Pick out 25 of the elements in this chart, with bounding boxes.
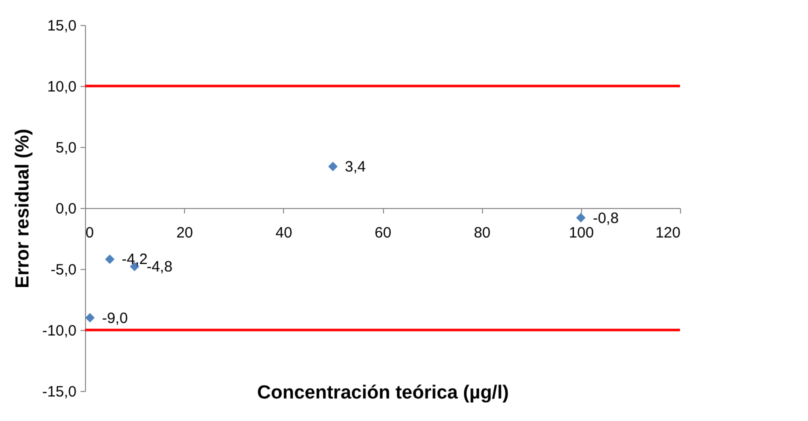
- data-label: -9,0: [102, 310, 128, 327]
- y-tick-label: -5,0: [50, 262, 76, 278]
- y-tick-label: 0,0: [56, 200, 76, 218]
- x-tick-label: 40: [275, 224, 292, 242]
- point: [576, 213, 586, 223]
- x-tick-label: 20: [176, 224, 194, 242]
- y-tick-label: 10,0: [47, 78, 76, 96]
- point: [328, 162, 338, 172]
- point: [105, 254, 115, 264]
- y-tick-label: 15,0: [47, 18, 76, 34]
- data-label: 3,4: [344, 158, 366, 176]
- point: [85, 313, 95, 323]
- y-tick-label: -10,0: [42, 322, 76, 340]
- data-label: -4,8: [146, 258, 172, 276]
- x-tick-label: 60: [374, 224, 392, 242]
- y-tick-label: 5,0: [56, 140, 76, 156]
- data-label: -0,8: [592, 210, 619, 227]
- x-tick-label: 100: [568, 224, 594, 242]
- y-tick-label: -15,0: [42, 384, 76, 400]
- data-label: -4,2: [122, 251, 148, 268]
- x-axis-title: Concentración teórica (µg/l): [257, 382, 509, 404]
- y-axis-title: Error residual (%): [12, 128, 34, 288]
- x-tick-label: 120: [655, 224, 680, 242]
- x-tick-label: 0: [86, 224, 94, 242]
- x-tick-label: 80: [474, 224, 491, 242]
